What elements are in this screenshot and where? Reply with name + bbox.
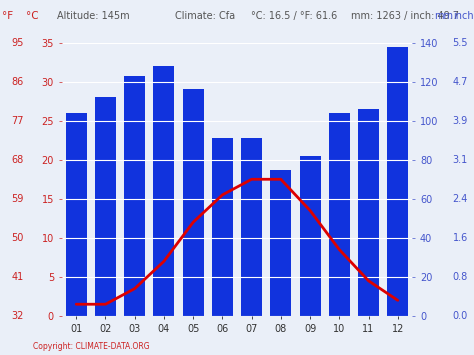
Text: 3.1: 3.1 (453, 155, 468, 165)
Bar (66, 113, 87, 316)
Text: °C: °C (26, 11, 39, 21)
Bar (329, 113, 350, 316)
Text: 3.9: 3.9 (453, 116, 468, 126)
Bar (387, 47, 408, 316)
Text: °C: 16.5 / °F: 61.6: °C: 16.5 / °F: 61.6 (251, 11, 337, 21)
Text: Copyright: CLIMATE-DATA.ORG: Copyright: CLIMATE-DATA.ORG (33, 343, 150, 351)
Bar (241, 138, 262, 316)
Text: 68: 68 (11, 155, 24, 165)
Bar (95, 97, 116, 316)
Bar (358, 109, 379, 316)
Text: 0.0: 0.0 (453, 311, 468, 321)
Text: Climate: Cfa: Climate: Cfa (175, 11, 236, 21)
Text: 5.5: 5.5 (453, 38, 468, 48)
Text: 0.8: 0.8 (453, 272, 468, 282)
Text: 86: 86 (11, 77, 24, 87)
Bar (154, 66, 174, 316)
Bar (124, 76, 145, 316)
Bar (182, 89, 204, 316)
Text: °F: °F (2, 11, 13, 21)
Bar (212, 138, 233, 316)
Text: 59: 59 (11, 194, 24, 204)
Bar (270, 170, 292, 316)
Text: mm: mm (434, 11, 453, 21)
Text: Altitude: 145m: Altitude: 145m (57, 11, 129, 21)
Text: 2.4: 2.4 (453, 194, 468, 204)
Text: 77: 77 (11, 116, 24, 126)
Text: 50: 50 (11, 233, 24, 243)
Text: 41: 41 (11, 272, 24, 282)
Text: 4.7: 4.7 (453, 77, 468, 87)
Text: 1.6: 1.6 (453, 233, 468, 243)
Text: mm: 1263 / inch: 49.7: mm: 1263 / inch: 49.7 (351, 11, 459, 21)
Text: 32: 32 (11, 311, 24, 321)
Bar (300, 156, 320, 316)
Text: 95: 95 (11, 38, 24, 48)
Text: inch: inch (453, 11, 474, 21)
